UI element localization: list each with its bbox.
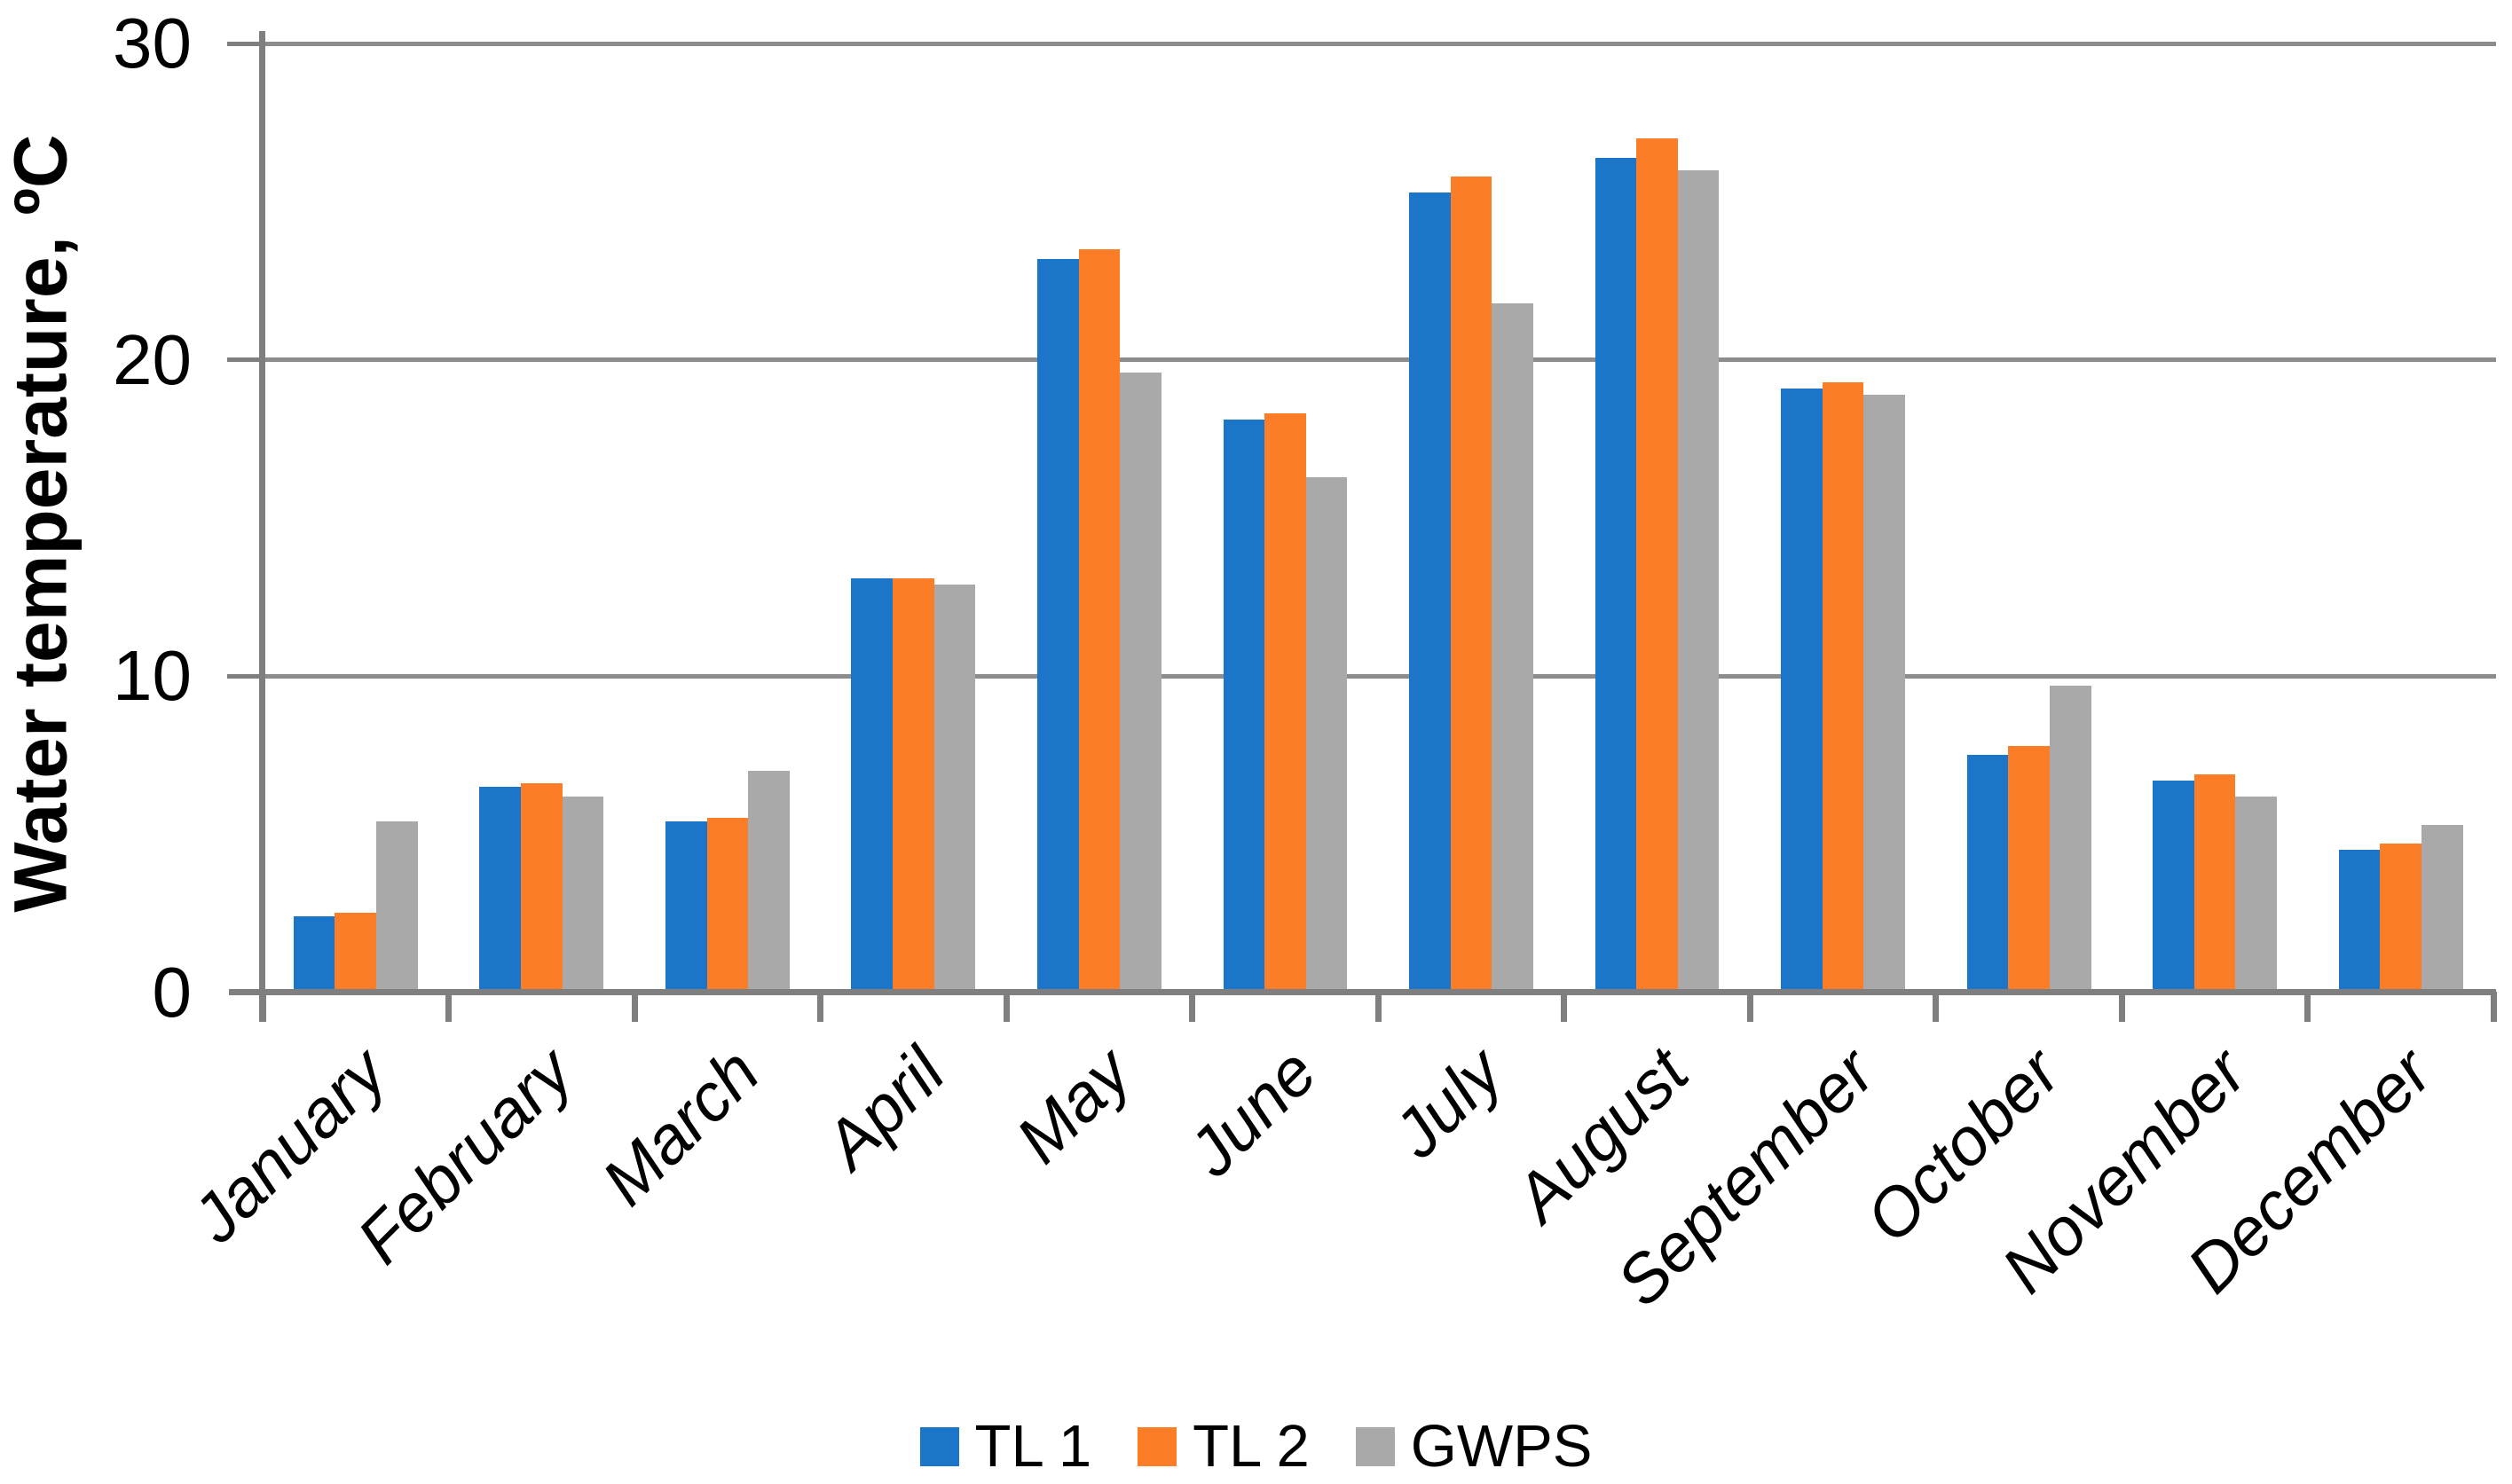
x-axis-label: March (587, 1033, 774, 1221)
bar-GWPS-July (1492, 302, 1533, 993)
x-axis-label: July (1379, 1033, 1517, 1173)
x-axis-label: April (810, 1033, 960, 1183)
x-tickmark-9 (1933, 992, 1940, 1022)
bar-TL2-February (521, 783, 563, 993)
bar-TL2-August (1636, 138, 1678, 993)
bar-TL2-January (335, 913, 377, 993)
bar-TL2-April (893, 577, 934, 993)
bar-TL2-July (1450, 176, 1492, 993)
bar-TL1-October (1966, 755, 2009, 993)
bar-TL2-March (706, 818, 749, 993)
legend-item-TL2: TL 2 (1138, 1416, 1310, 1478)
bar-TL1-May (1037, 258, 1079, 993)
bar-TL2-October (2008, 745, 2050, 993)
bar-TL1-August (1595, 157, 1637, 993)
legend-label: TL 1 (974, 1413, 1092, 1480)
x-tickmark-2 (631, 992, 638, 1022)
y-tickmark-20 (227, 357, 260, 363)
x-tickmark-6 (1374, 992, 1382, 1022)
bar-GWPS-May (1120, 372, 1162, 993)
legend-label: GWPS (1410, 1413, 1593, 1480)
bar-GWPS-August (1677, 169, 1720, 993)
legend-item-GWPS: GWPS (1355, 1413, 1593, 1480)
bar-GWPS-February (562, 796, 604, 993)
gridline-20 (263, 357, 2497, 363)
y-tick-label: 0 (152, 952, 193, 1032)
x-axis-line (229, 989, 2496, 995)
legend-label: TL 2 (1193, 1413, 1310, 1480)
bar-TL2-September (1822, 381, 1864, 993)
gridline-10 (263, 673, 2497, 679)
bar-GWPS-November (2235, 796, 2278, 993)
y-axis-line (259, 31, 265, 1022)
legend-swatch (919, 1427, 959, 1466)
bar-TL1-March (665, 821, 707, 993)
gridline-30 (263, 41, 2497, 46)
bar-TL2-June (1264, 413, 1306, 993)
y-tick-label: 20 (113, 319, 192, 399)
bar-TL1-November (2153, 780, 2194, 993)
x-tickmark-4 (1003, 992, 1010, 1022)
bar-TL1-July (1409, 192, 1451, 993)
bar-GWPS-March (748, 771, 790, 993)
x-tickmark-7 (1561, 992, 1568, 1022)
legend-item-TL1: TL 1 (919, 1413, 1092, 1480)
bar-TL1-January (293, 915, 335, 993)
x-tickmark-0 (259, 992, 266, 1022)
bar-TL1-February (479, 786, 521, 993)
bar-GWPS-December (2421, 824, 2463, 993)
y-tick-label: 30 (113, 4, 192, 83)
x-tickmark-5 (1189, 992, 1196, 1022)
x-axis-label: June (1174, 1033, 1332, 1191)
bar-GWPS-October (2049, 685, 2091, 993)
bar-TL1-April (851, 577, 894, 993)
y-axis-title: Water temperature, ºC (0, 134, 83, 913)
bar-TL2-November (2193, 773, 2236, 993)
legend-swatch (1138, 1427, 1177, 1466)
legend: TL 1 TL 2 GWPS (0, 1416, 2512, 1478)
bar-GWPS-June (1305, 476, 1348, 993)
x-tickmark-11 (2304, 992, 2311, 1022)
bar-GWPS-September (1863, 394, 1905, 993)
x-axis-label: May (1001, 1033, 1146, 1178)
bar-TL2-May (1078, 248, 1121, 993)
y-tick-label: 10 (113, 636, 192, 716)
x-tickmark-8 (1746, 992, 1753, 1022)
y-tickmark-10 (227, 673, 260, 679)
bar-GWPS-April (933, 584, 976, 993)
bar-TL1-June (1223, 420, 1265, 993)
bar-TL2-December (2380, 843, 2421, 993)
x-tickmark-3 (817, 992, 824, 1022)
x-tickmark-1 (445, 992, 453, 1022)
y-tickmark-30 (227, 41, 260, 46)
x-tickmark-12 (2490, 992, 2497, 1022)
bar-GWPS-January (376, 821, 418, 993)
x-tickmark-10 (2118, 992, 2125, 1022)
bar-TL1-September (1781, 388, 1823, 993)
bar-TL1-December (2338, 850, 2381, 993)
legend-swatch (1355, 1427, 1395, 1466)
